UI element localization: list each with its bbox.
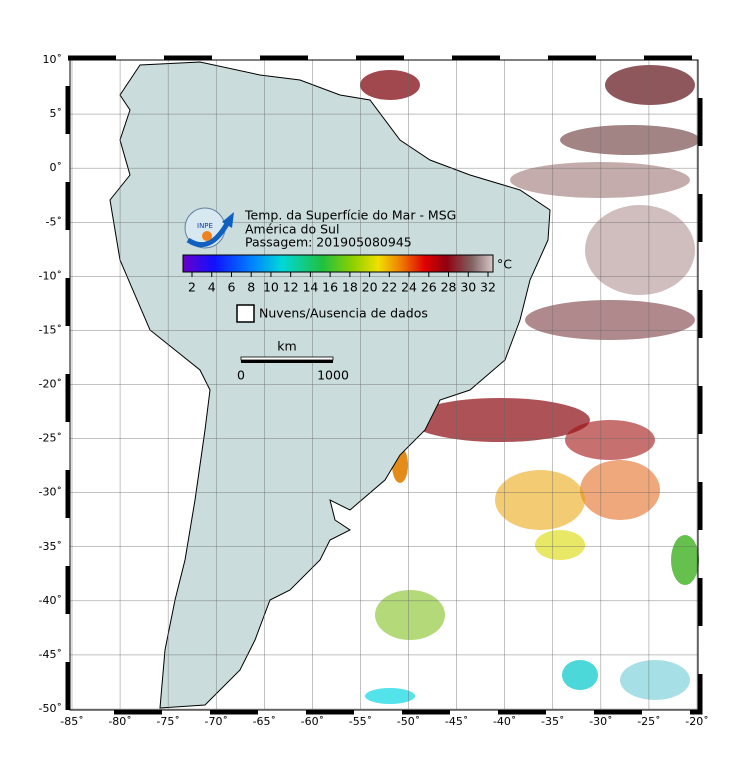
lon-label: -30˚ — [589, 715, 612, 728]
colorbar-ticks: 2 4 6 8 10 12 14 16 18 20 22 24 26 28 30 32 — [188, 272, 496, 295]
lat-label: -20˚ — [39, 378, 62, 391]
legend-region: América do Sul — [245, 222, 339, 237]
legend-pass: Passagem: 201905080945 — [245, 235, 412, 250]
colorbar-unit: °C — [497, 257, 512, 272]
lat-label: 0˚ — [50, 161, 63, 174]
lon-label: -75˚ — [156, 715, 179, 728]
scale-start: 0 — [237, 368, 245, 383]
lat-label: -10˚ — [39, 269, 62, 282]
lon-label: -65˚ — [253, 715, 276, 728]
scale-unit: km — [277, 339, 296, 354]
lon-label: -55˚ — [349, 715, 372, 728]
sst-data — [360, 65, 700, 704]
lon-label: -50˚ — [397, 715, 420, 728]
lat-label: -15˚ — [39, 323, 62, 336]
lon-label: -45˚ — [445, 715, 468, 728]
axes: -85˚ -80˚ -75˚ -70˚ -65˚ -60˚ -55˚ -50˚ -45˚ -40˚… — [39, 53, 709, 728]
lon-label: -60˚ — [301, 715, 324, 728]
colorbar-label: 14 — [302, 280, 318, 295]
colorbar-label: 10 — [263, 280, 279, 295]
colorbar-label: 6 — [227, 280, 235, 295]
lat-label: 10˚ — [43, 53, 63, 66]
lon-label: -85˚ — [60, 715, 83, 728]
colorbar-label: 30 — [460, 280, 476, 295]
lon-label: -35˚ — [541, 715, 564, 728]
colorbar — [182, 254, 494, 273]
scale-end: 1000 — [317, 368, 349, 383]
colorbar-label: 4 — [208, 280, 216, 295]
colorbar-label: 8 — [247, 280, 255, 295]
lat-label: -45˚ — [39, 648, 62, 661]
colorbar-label: 2 — [188, 280, 196, 295]
lat-label: -50˚ — [39, 702, 62, 715]
colorbar-label: 32 — [480, 280, 496, 295]
frame-border — [65, 55, 703, 715]
colorbar-label: 20 — [362, 280, 378, 295]
lat-label: 5˚ — [50, 107, 63, 120]
colorbar-label: 18 — [342, 280, 358, 295]
colorbar-label: 24 — [401, 280, 417, 295]
colorbar-label: 16 — [322, 280, 338, 295]
land — [109, 61, 551, 709]
colorbar-label: 28 — [441, 280, 457, 295]
lon-label: -25˚ — [637, 715, 660, 728]
colorbar-label: 12 — [283, 280, 299, 295]
legend-title: Temp. da Superfície do Mar - MSG — [244, 208, 456, 223]
lat-label: -25˚ — [39, 432, 62, 445]
lon-label: -40˚ — [493, 715, 516, 728]
lat-label: -30˚ — [39, 486, 62, 499]
graticule — [70, 59, 698, 710]
lon-label: -70˚ — [204, 715, 227, 728]
lat-label: -35˚ — [39, 540, 62, 553]
no-data-label: Nuvens/Ausencia de dados — [259, 306, 428, 321]
logo: INPE — [184, 207, 234, 249]
colorbar-label: 26 — [421, 280, 437, 295]
lat-label: -5˚ — [46, 215, 62, 228]
logo-text: INPE — [197, 222, 213, 230]
lon-label: -80˚ — [108, 715, 131, 728]
scale-bar: km 0 1000 — [237, 339, 349, 383]
no-data-box — [236, 304, 255, 323]
lat-label: -40˚ — [39, 594, 62, 607]
lon-label: -20˚ — [685, 715, 708, 728]
colorbar-label: 22 — [381, 280, 397, 295]
